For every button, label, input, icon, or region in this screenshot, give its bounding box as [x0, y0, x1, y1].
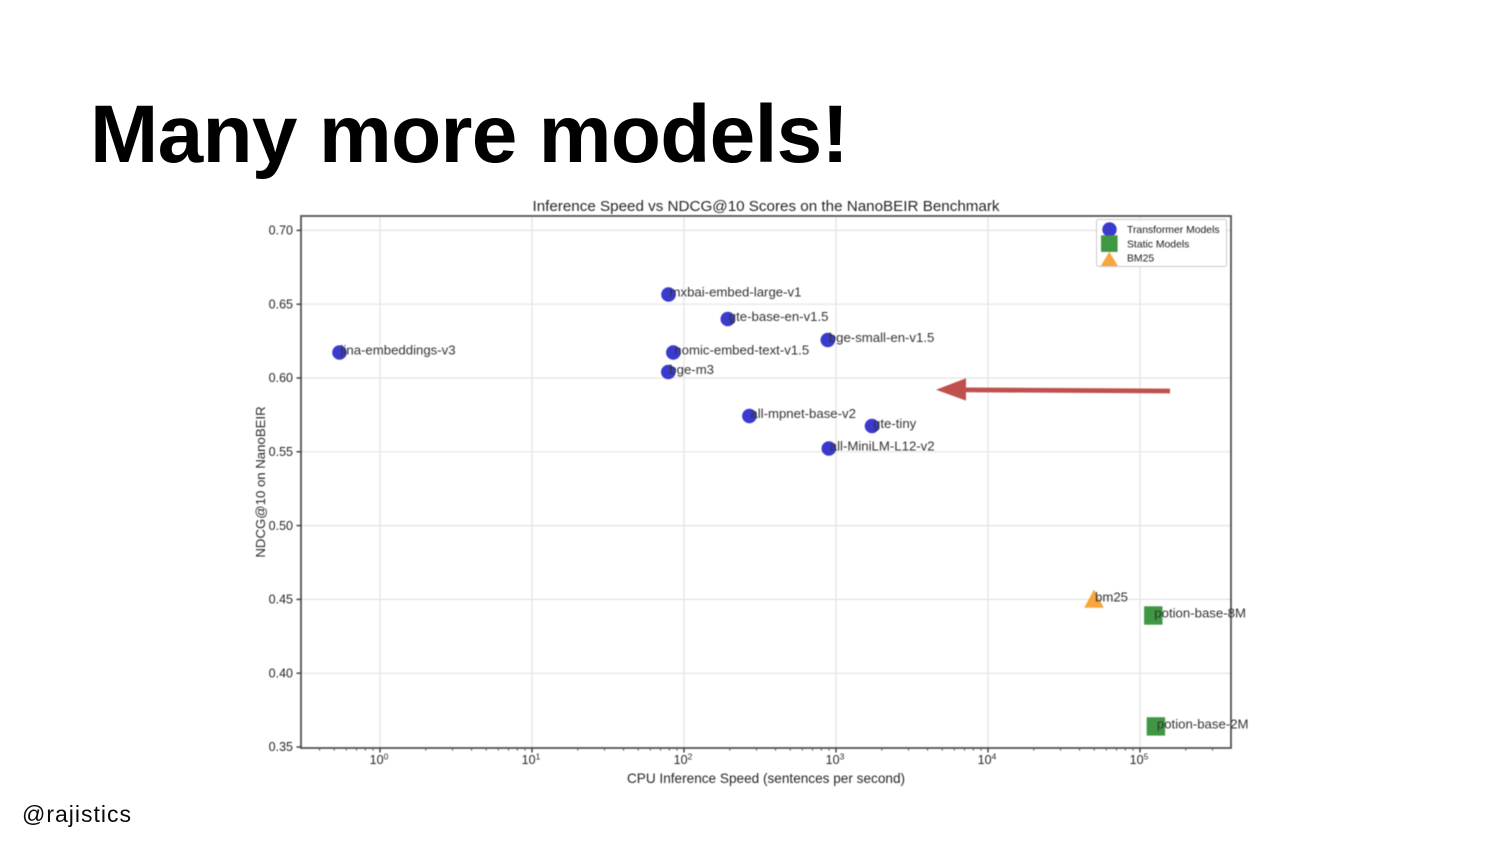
svg-text:nomic-embed-text-v1.5: nomic-embed-text-v1.5	[674, 343, 809, 358]
svg-text:all-mpnet-base-v2: all-mpnet-base-v2	[750, 406, 856, 421]
svg-text:104: 104	[978, 752, 997, 768]
svg-text:all-MiniLM-L12-v2: all-MiniLM-L12-v2	[830, 439, 935, 454]
svg-text:BM25: BM25	[1127, 254, 1154, 265]
svg-text:0.55: 0.55	[269, 445, 293, 459]
svg-text:0.65: 0.65	[269, 297, 293, 311]
svg-text:Transformer Models: Transformer Models	[1127, 225, 1220, 236]
svg-text:NDCG@10 on NanoBEIR: NDCG@10 on NanoBEIR	[253, 406, 268, 557]
svg-text:gte-base-en-v1.5: gte-base-en-v1.5	[729, 309, 829, 324]
svg-text:bge-small-en-v1.5: bge-small-en-v1.5	[829, 330, 935, 345]
svg-text:bge-m3: bge-m3	[669, 362, 714, 377]
svg-text:bm25: bm25	[1095, 590, 1128, 605]
svg-text:potion-base-8M: potion-base-8M	[1154, 606, 1246, 621]
svg-text:jina-embeddings-v3: jina-embeddings-v3	[340, 343, 456, 358]
svg-text:105: 105	[1130, 752, 1149, 768]
svg-text:0.45: 0.45	[269, 593, 293, 607]
svg-text:mxbai-embed-large-v1: mxbai-embed-large-v1	[670, 285, 802, 300]
svg-text:CPU Inference Speed (sentences: CPU Inference Speed (sentences per secon…	[627, 771, 905, 786]
svg-text:gte-tiny: gte-tiny	[873, 416, 917, 431]
svg-text:102: 102	[674, 752, 693, 768]
svg-text:0.50: 0.50	[269, 519, 293, 533]
svg-text:103: 103	[826, 752, 845, 768]
svg-text:0.60: 0.60	[269, 371, 293, 385]
svg-text:0.35: 0.35	[269, 740, 293, 754]
svg-text:100: 100	[370, 752, 389, 768]
svg-text:potion-base-2M: potion-base-2M	[1157, 716, 1249, 731]
svg-text:101: 101	[522, 752, 541, 768]
svg-text:0.70: 0.70	[269, 224, 293, 238]
svg-text:0.40: 0.40	[269, 666, 293, 680]
svg-text:Inference Speed vs NDCG@10 Sco: Inference Speed vs NDCG@10 Scores on the…	[532, 198, 999, 215]
svg-text:Static Models: Static Models	[1127, 239, 1189, 250]
